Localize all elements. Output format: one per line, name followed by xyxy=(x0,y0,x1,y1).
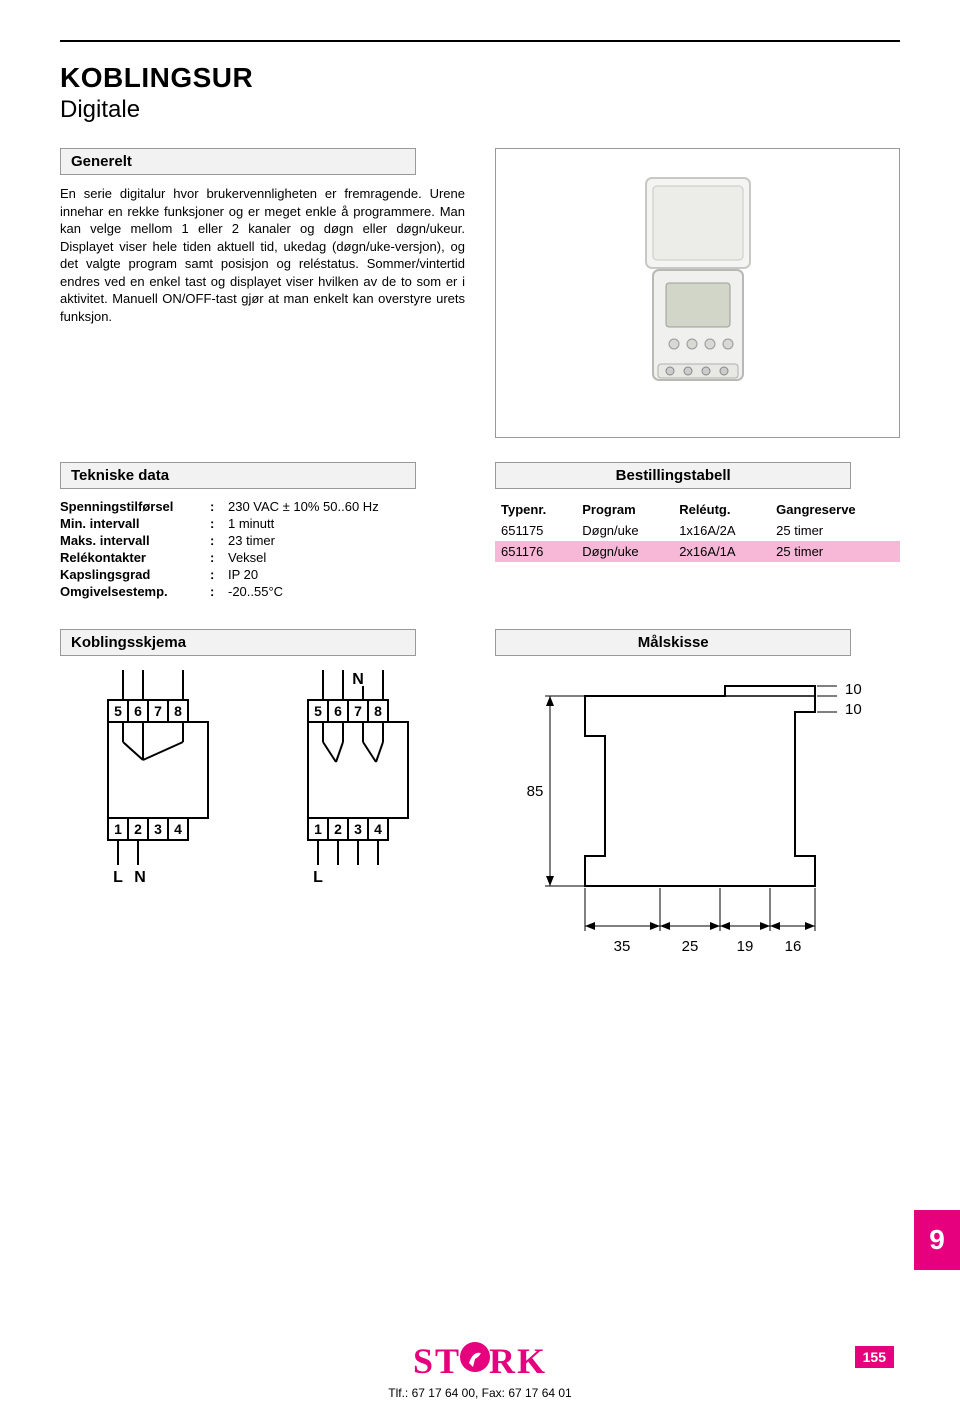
device-illustration-icon xyxy=(598,168,798,418)
table-row: 651175 Døgn/uke 1x16A/2A 25 timer xyxy=(495,520,900,541)
page-title: KOBLINGSUR xyxy=(60,62,900,94)
svg-text:7: 7 xyxy=(354,703,362,719)
svg-text:4: 4 xyxy=(174,821,182,837)
svg-text:19: 19 xyxy=(737,938,754,955)
product-photo xyxy=(495,148,900,438)
svg-text:8: 8 xyxy=(374,703,382,719)
section-heading-general: Generelt xyxy=(60,148,416,175)
svg-text:1: 1 xyxy=(314,821,322,837)
svg-text:35: 35 xyxy=(614,938,631,955)
tech-label: Maks. intervall xyxy=(60,533,210,548)
order-col-header: Reléutg. xyxy=(673,499,770,520)
tech-value: -20..55°C xyxy=(228,584,465,599)
svg-text:5: 5 xyxy=(114,703,122,719)
svg-text:16: 16 xyxy=(785,938,802,955)
section-heading-dims: Målskisse xyxy=(495,629,851,656)
page-footer: ST RK Tlf.: 67 17 64 00, Fax: 67 17 64 0… xyxy=(0,1340,960,1400)
tech-label: Kapslingsgrad xyxy=(60,567,210,582)
svg-text:L: L xyxy=(313,869,323,886)
wiring-diagram-1-icon: 5 6 7 8 xyxy=(88,670,238,890)
svg-text:8: 8 xyxy=(174,703,182,719)
table-row: 651176 Døgn/uke 2x16A/1A 25 timer xyxy=(495,541,900,562)
svg-text:10: 10 xyxy=(845,701,862,718)
svg-text:L: L xyxy=(113,869,123,886)
svg-text:25: 25 xyxy=(682,938,699,955)
section-heading-order: Bestillingstabell xyxy=(495,462,851,489)
tech-label: Min. intervall xyxy=(60,516,210,531)
svg-text:6: 6 xyxy=(334,703,342,719)
section-heading-wiring: Koblingsskjema xyxy=(60,629,416,656)
svg-text:2: 2 xyxy=(134,821,142,837)
stork-bird-icon xyxy=(459,1341,491,1373)
svg-text:5: 5 xyxy=(314,703,322,719)
order-col-header: Typenr. xyxy=(495,499,576,520)
order-col-header: Gangreserve xyxy=(770,499,900,520)
page-title-block: KOBLINGSUR Digitale xyxy=(60,62,900,124)
wiring-diagram-2-icon: N 5 6 7 8 xyxy=(288,670,438,890)
svg-text:3: 3 xyxy=(354,821,362,837)
tech-value: 1 minutt xyxy=(228,516,465,531)
svg-text:2: 2 xyxy=(334,821,342,837)
tech-value: Veksel xyxy=(228,550,465,565)
tech-label: Spenningstilførsel xyxy=(60,499,210,514)
page-subtitle: Digitale xyxy=(60,96,900,124)
svg-text:6: 6 xyxy=(134,703,142,719)
tech-value: 23 timer xyxy=(228,533,465,548)
svg-text:4: 4 xyxy=(374,821,382,837)
svg-text:3: 3 xyxy=(154,821,162,837)
tech-value: 230 VAC ± 10% 50..60 Hz xyxy=(228,499,465,514)
svg-text:N: N xyxy=(134,869,146,886)
svg-text:N: N xyxy=(352,671,364,688)
svg-text:85: 85 xyxy=(527,783,544,800)
svg-text:10: 10 xyxy=(845,681,862,698)
section-tab: 9 xyxy=(914,1210,960,1270)
svg-text:1: 1 xyxy=(114,821,122,837)
section-heading-tech: Tekniske data xyxy=(60,462,416,489)
general-body: En serie digitalur hvor brukervennlighet… xyxy=(60,185,465,325)
order-table: Typenr. Program Reléutg. Gangreserve 651… xyxy=(495,499,900,562)
dimension-drawing-icon: 85 10 10 xyxy=(495,676,875,976)
tech-value: IP 20 xyxy=(228,567,465,582)
tech-label: Relékontakter xyxy=(60,550,210,565)
order-col-header: Program xyxy=(576,499,673,520)
footer-contact: Tlf.: 67 17 64 00, Fax: 67 17 64 01 xyxy=(0,1386,960,1400)
brand-logo: ST RK xyxy=(0,1340,960,1382)
tech-label: Omgivelsestemp. xyxy=(60,584,210,599)
svg-text:7: 7 xyxy=(154,703,162,719)
tech-data-table: Spenningstilførsel:230 VAC ± 10% 50..60 … xyxy=(60,499,465,599)
